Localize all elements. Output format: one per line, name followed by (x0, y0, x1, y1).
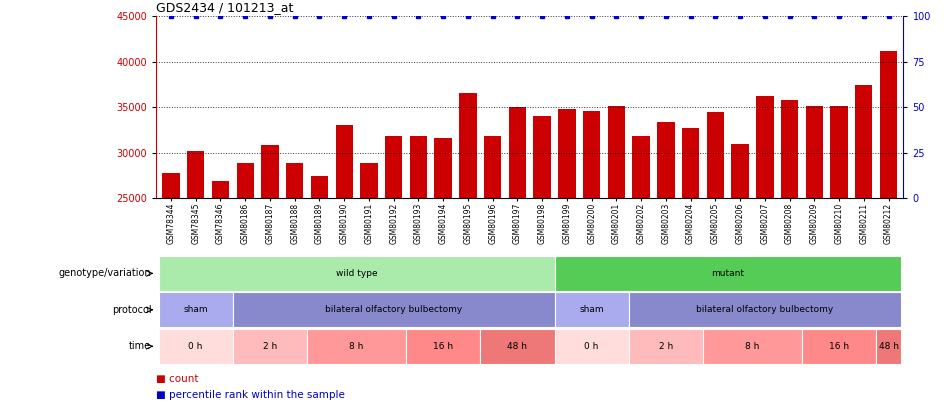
Bar (707, 112, 724, 405)
Bar (484, 136, 501, 405)
Bar (657, 122, 674, 405)
Text: genotype/variation: genotype/variation (59, 269, 151, 278)
Bar (633, 136, 650, 405)
Text: protocol: protocol (112, 305, 151, 315)
Bar (802, 329, 876, 364)
Text: time: time (130, 341, 151, 351)
Text: 2 h: 2 h (263, 342, 277, 351)
Bar (286, 163, 304, 405)
Bar (607, 107, 625, 405)
Text: bilateral olfactory bulbectomy: bilateral olfactory bulbectomy (696, 305, 833, 314)
Bar (629, 292, 901, 327)
Text: 0 h: 0 h (585, 342, 599, 351)
Text: ■ count: ■ count (156, 374, 199, 384)
Bar (212, 181, 229, 405)
Text: sham: sham (579, 305, 604, 314)
Bar (876, 329, 901, 364)
Text: 16 h: 16 h (829, 342, 850, 351)
Bar (880, 51, 897, 405)
Bar (509, 107, 526, 405)
Bar (261, 145, 278, 405)
Bar (534, 116, 551, 405)
Bar (187, 151, 204, 405)
Bar (236, 163, 254, 405)
Bar (756, 96, 774, 405)
Text: GDS2434 / 101213_at: GDS2434 / 101213_at (156, 1, 293, 14)
Bar (554, 329, 629, 364)
Text: 0 h: 0 h (188, 342, 202, 351)
Text: 48 h: 48 h (879, 342, 899, 351)
Text: wild type: wild type (336, 269, 377, 278)
Bar (406, 329, 481, 364)
Text: 2 h: 2 h (658, 342, 673, 351)
Bar (481, 329, 554, 364)
Bar (806, 105, 823, 405)
Bar (554, 256, 901, 291)
Bar (159, 329, 233, 364)
Text: 16 h: 16 h (433, 342, 453, 351)
Text: 8 h: 8 h (745, 342, 760, 351)
Bar (682, 128, 699, 405)
Bar (233, 292, 554, 327)
Bar (159, 256, 554, 291)
Bar (163, 173, 180, 405)
Bar (310, 176, 328, 405)
Bar (629, 329, 703, 364)
Bar (410, 136, 427, 405)
Bar (781, 100, 798, 405)
Bar (831, 107, 848, 405)
Bar (159, 292, 233, 327)
Text: mutant: mutant (711, 269, 745, 278)
Bar (434, 138, 452, 405)
Bar (360, 163, 377, 405)
Bar (554, 292, 629, 327)
Bar (558, 109, 575, 405)
Bar (731, 144, 749, 405)
Bar (855, 85, 872, 405)
Text: ■ percentile rank within the sample: ■ percentile rank within the sample (156, 390, 345, 400)
Text: bilateral olfactory bulbectomy: bilateral olfactory bulbectomy (325, 305, 463, 314)
Bar (703, 329, 802, 364)
Bar (459, 93, 477, 405)
Bar (233, 329, 307, 364)
Bar (307, 329, 406, 364)
Bar (583, 111, 601, 405)
Text: sham: sham (184, 305, 208, 314)
Text: 8 h: 8 h (349, 342, 363, 351)
Text: 48 h: 48 h (507, 342, 527, 351)
Bar (336, 125, 353, 405)
Bar (385, 136, 402, 405)
